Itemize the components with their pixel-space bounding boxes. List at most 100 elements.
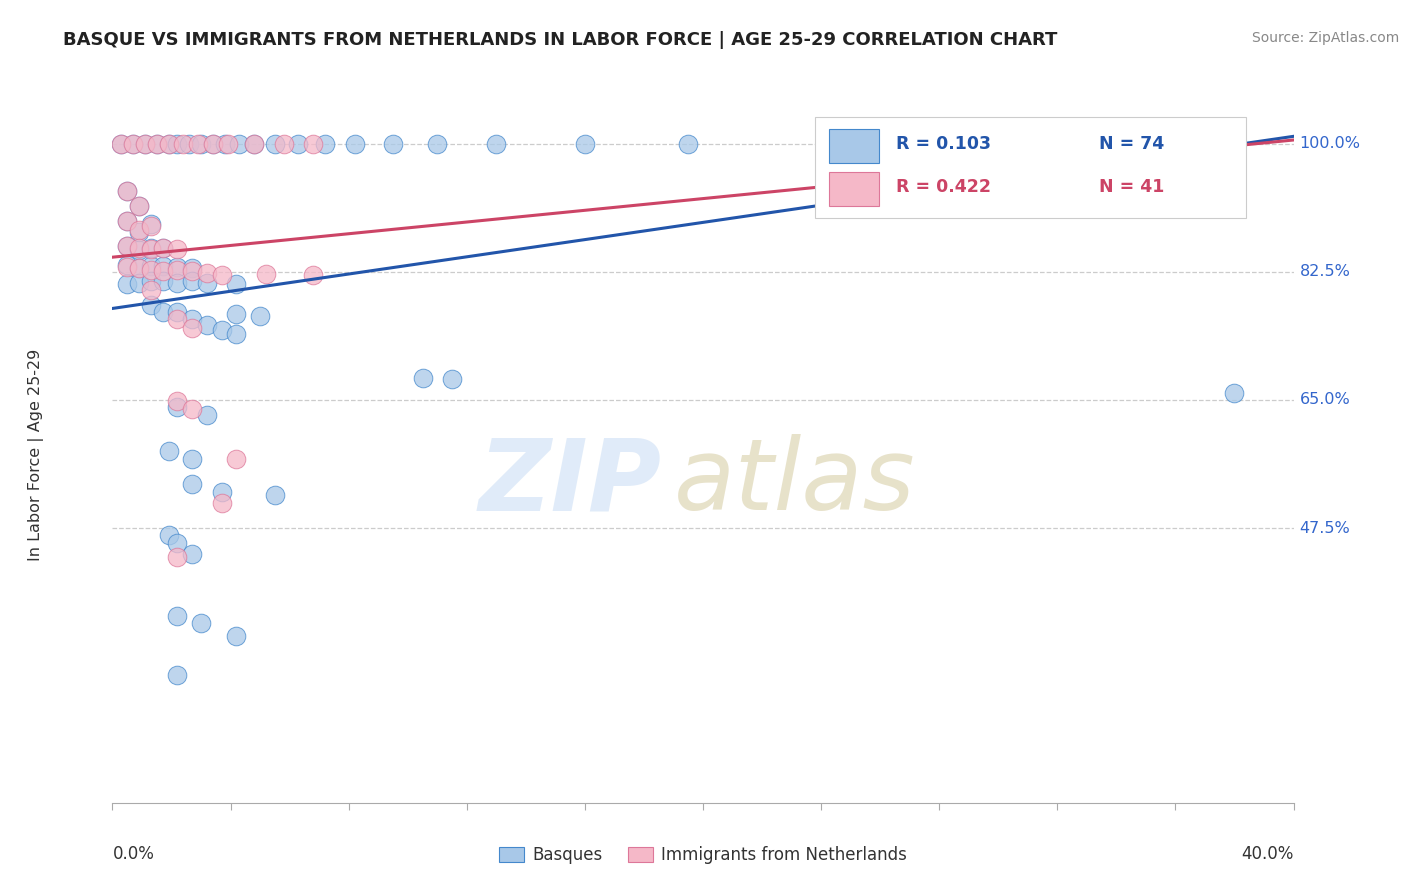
Point	[166, 536, 188, 550]
Text: 0.0%: 0.0%	[112, 845, 155, 863]
Point	[117, 277, 138, 292]
FancyBboxPatch shape	[830, 172, 879, 206]
Point	[195, 266, 218, 280]
Point	[128, 225, 150, 239]
Point	[225, 307, 247, 321]
Point	[128, 223, 150, 237]
Point	[166, 550, 188, 565]
Point	[343, 136, 366, 151]
Point	[190, 616, 212, 631]
Point	[190, 136, 212, 151]
Point	[181, 477, 204, 491]
Point	[166, 262, 188, 277]
Point	[214, 136, 236, 151]
Text: N = 41: N = 41	[1098, 178, 1164, 196]
Text: N = 74: N = 74	[1098, 135, 1164, 153]
Point	[152, 264, 174, 278]
Point	[314, 136, 336, 151]
Point	[273, 136, 295, 151]
Point	[139, 283, 162, 297]
Point	[117, 260, 138, 274]
Point	[264, 488, 287, 502]
Point	[117, 213, 138, 227]
Point	[157, 444, 180, 458]
Point	[157, 528, 180, 542]
Point	[128, 261, 150, 276]
Point	[166, 609, 188, 624]
Point	[166, 401, 188, 415]
Point	[166, 305, 188, 319]
Text: Source: ZipAtlas.com: Source: ZipAtlas.com	[1251, 31, 1399, 45]
Point	[243, 136, 266, 151]
Text: BASQUE VS IMMIGRANTS FROM NETHERLANDS IN LABOR FORCE | AGE 25-29 CORRELATION CHA: BASQUE VS IMMIGRANTS FROM NETHERLANDS IN…	[63, 31, 1057, 49]
Point	[1017, 136, 1039, 151]
Point	[195, 318, 218, 333]
Text: ZIP: ZIP	[478, 434, 662, 532]
Point	[122, 136, 145, 151]
Point	[110, 136, 132, 151]
Point	[228, 136, 250, 151]
Point	[139, 274, 162, 288]
Point	[195, 276, 218, 290]
Point	[117, 258, 138, 272]
Point	[139, 262, 162, 277]
FancyBboxPatch shape	[815, 118, 1246, 219]
Point	[217, 136, 239, 151]
Text: atlas: atlas	[673, 434, 915, 532]
Point	[128, 243, 150, 257]
Point	[411, 371, 433, 385]
Point	[146, 136, 169, 151]
Point	[146, 136, 169, 151]
Point	[122, 136, 145, 151]
Point	[441, 372, 464, 386]
Point	[134, 136, 156, 151]
Point	[166, 312, 188, 326]
Point	[117, 184, 138, 198]
Point	[152, 259, 174, 273]
Point	[187, 136, 209, 151]
Point	[302, 136, 325, 151]
Point	[117, 213, 138, 227]
Point	[139, 259, 162, 273]
Point	[152, 241, 174, 255]
Point	[1223, 385, 1246, 400]
Point	[179, 136, 201, 151]
Point	[181, 547, 204, 561]
Text: R = 0.422: R = 0.422	[896, 178, 990, 196]
Point	[249, 309, 271, 323]
Text: 100.0%: 100.0%	[1299, 136, 1361, 151]
Point	[166, 276, 188, 290]
Text: R = 0.103: R = 0.103	[896, 135, 990, 153]
Point	[211, 495, 233, 509]
Point	[166, 667, 188, 681]
Point	[264, 136, 287, 151]
Point	[152, 305, 174, 319]
Point	[181, 312, 204, 326]
Text: In Labor Force | Age 25-29: In Labor Force | Age 25-29	[28, 349, 44, 561]
Point	[225, 451, 247, 466]
Point	[254, 267, 277, 281]
Point	[302, 268, 325, 283]
Point	[157, 136, 180, 151]
Point	[485, 136, 508, 151]
Point	[211, 484, 233, 499]
Point	[139, 241, 162, 255]
Point	[181, 321, 204, 335]
Point	[166, 260, 188, 274]
Point	[139, 219, 162, 233]
Point	[898, 136, 921, 151]
Point	[139, 298, 162, 312]
Point	[225, 277, 247, 292]
Point	[382, 136, 405, 151]
Point	[117, 184, 138, 198]
Point	[574, 136, 596, 151]
Point	[134, 136, 156, 151]
Text: 65.0%: 65.0%	[1299, 392, 1350, 408]
Point	[117, 239, 138, 253]
Point	[287, 136, 309, 151]
Point	[128, 261, 150, 276]
Point	[166, 242, 188, 256]
Point	[110, 136, 132, 151]
Point	[195, 408, 218, 422]
Point	[128, 199, 150, 213]
